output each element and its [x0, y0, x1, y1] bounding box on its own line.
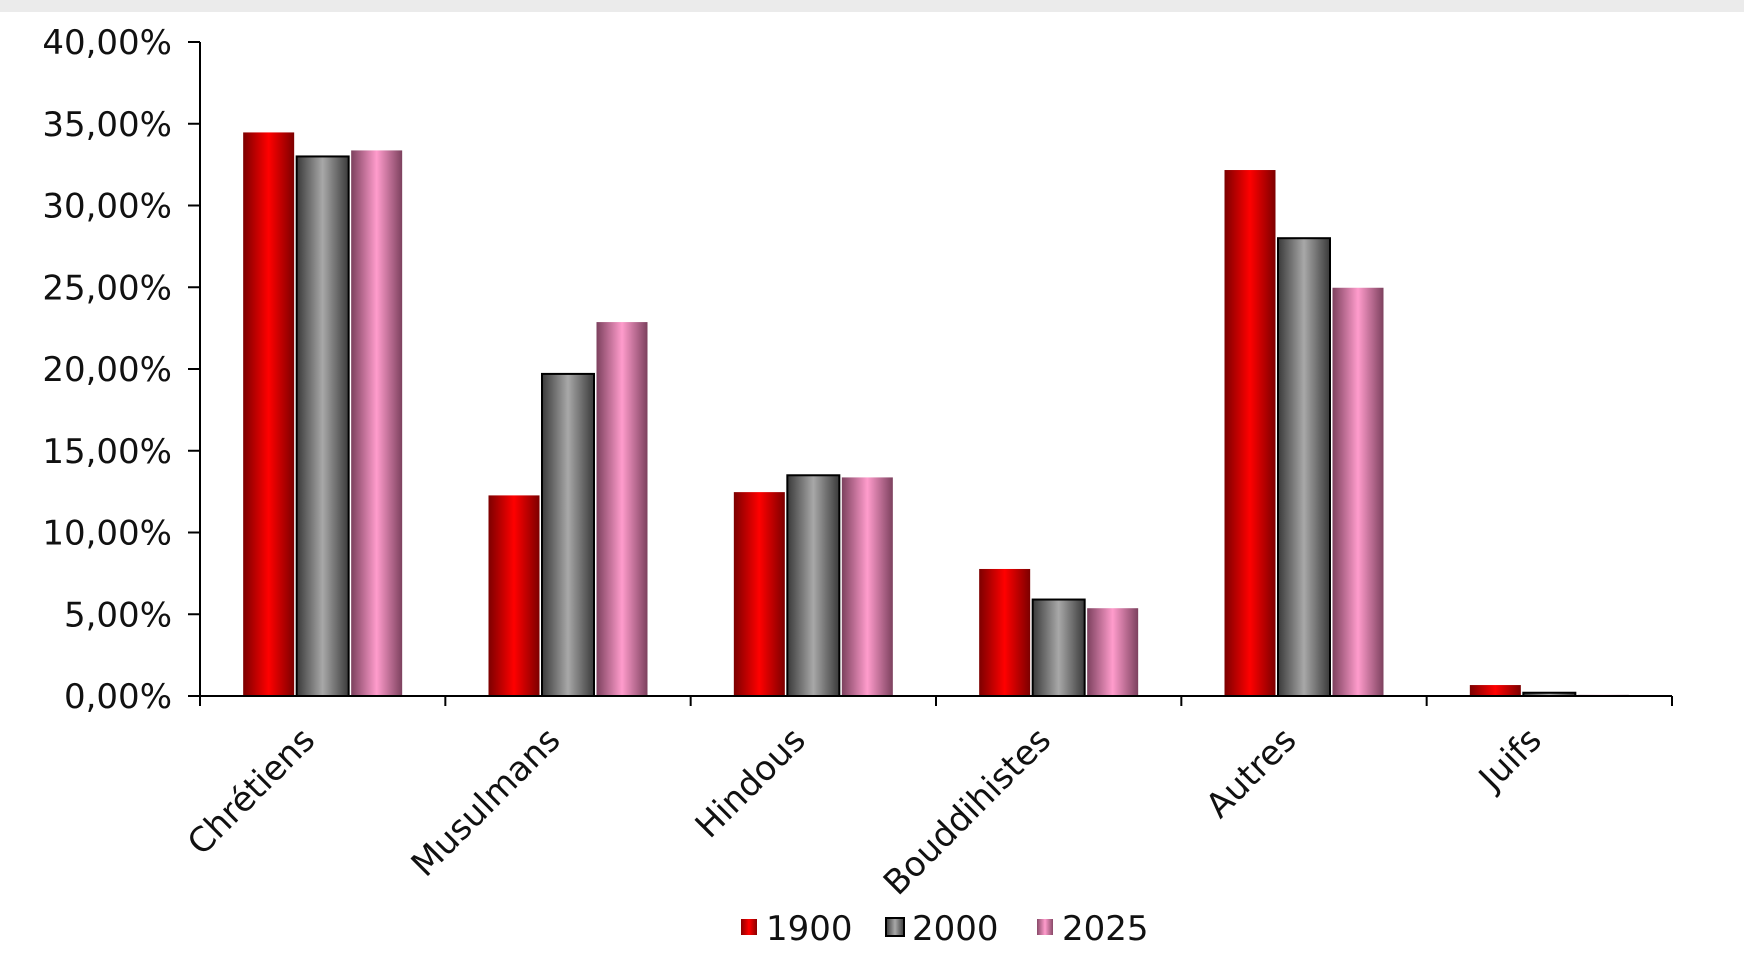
grouped-bar-chart: 0,00% 5,00% 10,00% 15,00% 20,00% 25,00% 30,00%… [42, 23, 1673, 949]
bar-2000-0 [295, 155, 350, 697]
bar-2000-4 [1277, 237, 1331, 697]
x-category-label: Hindous [688, 720, 814, 846]
y-tick-label: 25,00% [42, 268, 172, 308]
bar-2000-3 [1031, 598, 1086, 697]
legend-label-1900: 1900 [766, 909, 853, 949]
y-axis-ticks: 0,00% 5,00% 10,00% 15,00% 20,00% 25,00% 30,00%… [42, 23, 200, 717]
x-category-label: Autres [1198, 720, 1304, 826]
y-tick-label: 15,00% [42, 432, 172, 472]
bar-2025-2 [840, 476, 894, 697]
x-category-label: Musulmans [404, 720, 569, 885]
x-category-label: Chrétiens [180, 720, 323, 863]
bar-1900-2 [732, 491, 786, 697]
chart-frame: 0,00% 5,00% 10,00% 15,00% 20,00% 25,00% 30,00%… [0, 12, 1744, 979]
bar-2025-3 [1086, 607, 1140, 697]
legend-label-2000: 2000 [912, 909, 999, 949]
bar-2025-0 [350, 149, 404, 697]
bar-1900-0 [242, 131, 296, 697]
bar-1900-1 [487, 494, 541, 697]
x-category-label: Juifs [1470, 720, 1550, 800]
x-axis-labels: Chrétiens Musulmans Hindous Bouddihistes Aut… [180, 720, 1550, 903]
y-tick-label: 0,00% [64, 677, 172, 717]
bar-1900-3 [978, 567, 1032, 697]
legend: 1900 2000 2025 [739, 909, 1149, 949]
bar-1900-4 [1223, 169, 1277, 697]
bar-2000-2 [786, 474, 841, 697]
legend-swatch-1900 [739, 917, 759, 937]
y-tick-label: 40,00% [42, 23, 172, 63]
bar-2025-1 [595, 321, 649, 697]
bar-2025-4 [1331, 286, 1385, 697]
legend-swatch-2025 [1035, 917, 1055, 937]
bar-1900-5 [1468, 684, 1522, 697]
legend-swatch-2000 [885, 917, 905, 937]
bars-layer [242, 131, 1630, 697]
x-category-label: Bouddihistes [876, 720, 1059, 903]
bar-2000-1 [541, 372, 595, 697]
y-tick-label: 35,00% [42, 105, 172, 145]
y-tick-label: 5,00% [64, 595, 172, 635]
y-tick-label: 20,00% [42, 350, 172, 390]
y-tick-label: 10,00% [42, 514, 172, 554]
legend-label-2025: 2025 [1062, 909, 1149, 949]
y-tick-label: 30,00% [42, 187, 172, 227]
axes-layer [199, 42, 1673, 706]
